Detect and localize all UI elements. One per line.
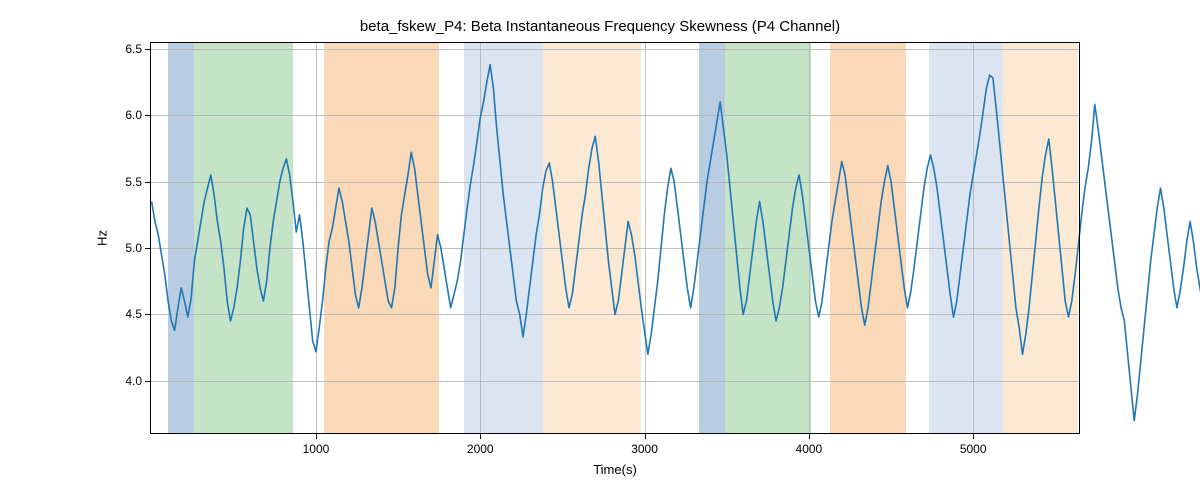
- background-region: [194, 42, 293, 434]
- y-tick-label: 5.5: [125, 175, 150, 189]
- gridline-h: [150, 314, 1080, 315]
- gridline-v: [973, 42, 974, 434]
- gridline-h: [150, 381, 1080, 382]
- x-tick-label: 3000: [631, 434, 658, 456]
- gridline-h: [150, 248, 1080, 249]
- y-axis-label: Hz: [95, 230, 110, 246]
- background-region: [324, 42, 439, 434]
- y-tick-label: 5.0: [125, 241, 150, 255]
- gridline-h: [150, 182, 1080, 183]
- x-axis-label: Time(s): [593, 462, 637, 477]
- chart-title: beta_fskew_P4: Beta Instantaneous Freque…: [0, 18, 1200, 35]
- background-region: [929, 42, 1003, 434]
- gridline-v: [645, 42, 646, 434]
- background-region: [725, 42, 810, 434]
- background-region: [168, 42, 194, 434]
- background-region: [1003, 42, 1079, 434]
- gridline-v: [316, 42, 317, 434]
- x-tick-label: 2000: [467, 434, 494, 456]
- plot-area: 4.04.55.05.56.06.5 10002000300040005000: [150, 42, 1080, 434]
- y-tick-label: 6.5: [125, 42, 150, 56]
- background-region: [543, 42, 642, 434]
- background-region: [699, 42, 725, 434]
- background-region: [464, 42, 543, 434]
- chart-container: beta_fskew_P4: Beta Instantaneous Freque…: [0, 0, 1200, 500]
- y-tick-label: 6.0: [125, 108, 150, 122]
- x-tick-label: 5000: [960, 434, 987, 456]
- background-region: [830, 42, 906, 434]
- gridline-v: [809, 42, 810, 434]
- y-tick-label: 4.0: [125, 374, 150, 388]
- gridline-h: [150, 115, 1080, 116]
- gridline-h: [150, 49, 1080, 50]
- x-tick-label: 1000: [303, 434, 330, 456]
- x-tick-label: 4000: [796, 434, 823, 456]
- y-tick-label: 4.5: [125, 307, 150, 321]
- gridline-v: [480, 42, 481, 434]
